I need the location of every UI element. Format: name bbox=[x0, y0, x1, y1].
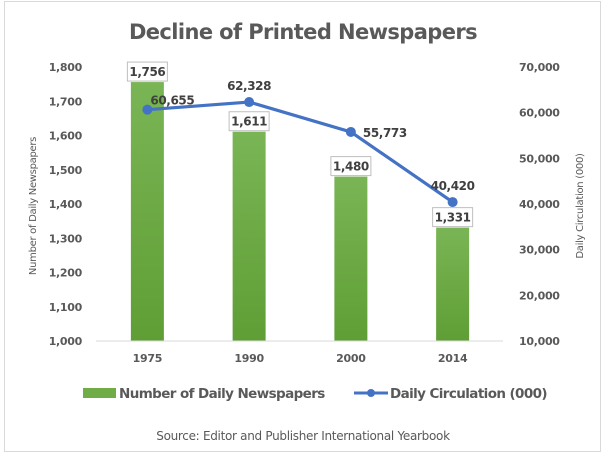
right-tick-label: 20,000 bbox=[519, 289, 560, 302]
legend-marker-swatch bbox=[367, 389, 375, 397]
bar-data-label-text: 1,756 bbox=[129, 65, 165, 79]
right-axis-title: Daily Circulation (000) bbox=[575, 153, 586, 259]
bar-data-label: 1,756 bbox=[126, 61, 168, 82]
legend-label-bars: Number of Daily Newspapers bbox=[119, 386, 325, 402]
left-tick-label: 1,000 bbox=[49, 335, 83, 348]
bar-2000 bbox=[334, 176, 368, 341]
right-tick-label: 30,000 bbox=[519, 244, 560, 257]
bar-data-label-box bbox=[228, 111, 270, 132]
chart-frame bbox=[4, 1, 601, 452]
right-tick-label: 60,000 bbox=[519, 107, 560, 120]
line-point-2014 bbox=[447, 197, 458, 208]
left-tick-label: 1,200 bbox=[49, 267, 83, 280]
right-tick-label: 70,000 bbox=[519, 61, 560, 74]
bar-data-label-box bbox=[126, 61, 168, 82]
line-series bbox=[142, 97, 458, 208]
right-tick-label: 40,000 bbox=[519, 198, 560, 211]
left-tick-label: 1,300 bbox=[49, 232, 83, 245]
left-tick-label: 1,400 bbox=[49, 198, 83, 211]
right-tick-label: 10,000 bbox=[519, 335, 560, 348]
bar-1990 bbox=[232, 131, 266, 341]
legend-item-bars[interactable]: Number of Daily Newspapers bbox=[83, 386, 326, 402]
left-axis-title: Number of Daily Newspapers bbox=[28, 137, 39, 275]
bar-data-labels: 1,756 1,611 1,480 1,331 bbox=[126, 61, 474, 228]
line-point-1990 bbox=[244, 97, 255, 108]
left-tick-label: 1,500 bbox=[49, 164, 83, 177]
legend: Number of Daily Newspapers Daily Circula… bbox=[83, 386, 548, 402]
x-tick-label: 2014 bbox=[438, 352, 468, 365]
left-axis: 1,000 1,100 1,200 1,300 1,400 1,500 1,600 1,700… bbox=[49, 61, 83, 348]
bar-data-label-text: 1,331 bbox=[435, 211, 471, 225]
legend-bar-swatch bbox=[83, 388, 116, 398]
x-axis: 1975 1990 2000 2014 bbox=[133, 352, 469, 365]
bar-data-label-text: 1,480 bbox=[333, 160, 369, 174]
source-note: Source: Editor and Publisher Internation… bbox=[156, 429, 450, 443]
line-data-labels: 60,655 62,328 55,773 40,420 bbox=[150, 79, 475, 193]
line-data-label: 60,655 bbox=[150, 94, 194, 108]
x-tick-label: 1975 bbox=[133, 352, 162, 365]
line-data-label: 55,773 bbox=[363, 126, 407, 140]
bar-data-label-box bbox=[330, 156, 372, 177]
bar-data-label-box bbox=[432, 207, 474, 228]
chart-title: Decline of Printed Newspapers bbox=[129, 20, 477, 44]
left-tick-label: 1,700 bbox=[49, 95, 83, 108]
left-tick-label: 1,600 bbox=[49, 130, 83, 143]
bar-data-label: 1,331 bbox=[432, 207, 474, 228]
line-data-label: 40,420 bbox=[431, 179, 475, 193]
bar-1975 bbox=[130, 82, 164, 341]
bar-data-label: 1,611 bbox=[228, 111, 270, 132]
x-tick-label: 2000 bbox=[336, 352, 366, 365]
legend-item-line[interactable]: Daily Circulation (000) bbox=[354, 386, 548, 402]
left-tick-label: 1,100 bbox=[49, 301, 83, 314]
left-tick-label: 1,800 bbox=[49, 61, 83, 74]
right-tick-label: 50,000 bbox=[519, 152, 560, 165]
line-point-2000 bbox=[345, 126, 356, 137]
bar-data-label-text: 1,611 bbox=[231, 115, 267, 129]
bar-series bbox=[130, 82, 470, 341]
line-data-label: 62,328 bbox=[227, 79, 271, 93]
line-point-1975 bbox=[142, 104, 153, 115]
legend-label-line: Daily Circulation (000) bbox=[390, 386, 547, 402]
bar-data-label: 1,480 bbox=[330, 156, 372, 177]
right-axis: 10,000 20,000 30,000 40,000 50,000 60,000 70,0… bbox=[519, 61, 561, 348]
circulation-line bbox=[147, 100, 454, 204]
bar-2014 bbox=[436, 227, 470, 341]
x-tick-label: 1990 bbox=[234, 352, 264, 365]
